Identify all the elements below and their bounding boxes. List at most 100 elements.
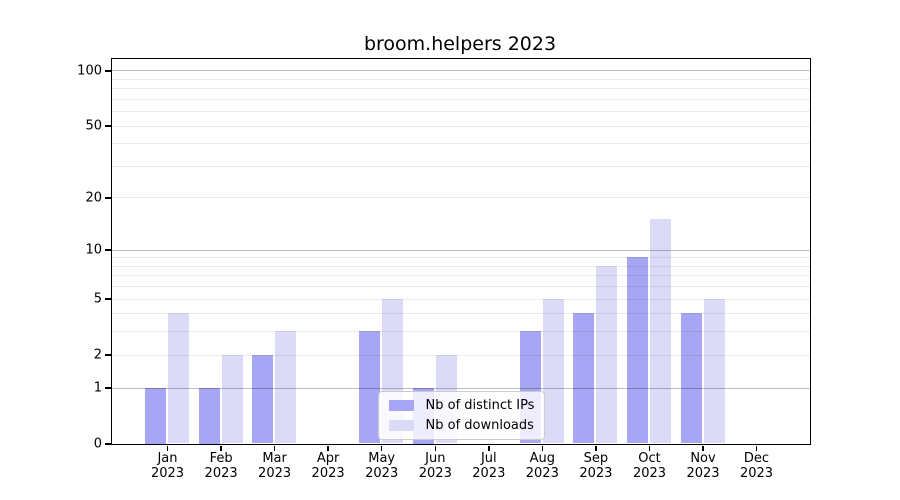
y-tick-mark (104, 443, 111, 445)
y-tick-mark (104, 125, 111, 127)
x-tick-label-line: Apr (316, 451, 340, 466)
x-tick-mark (327, 445, 329, 451)
gridline-y-60 (111, 111, 810, 113)
legend-item-distinct-ips: Nb of distinct IPs (388, 397, 535, 413)
x-tick-label-line: Nov (690, 451, 716, 466)
y-tick-label-1: 1 (93, 380, 102, 396)
x-tick-mark (220, 445, 222, 451)
y-tick-label-5: 5 (93, 291, 102, 307)
bar-distinct-ips-sep (573, 313, 595, 444)
gridline-y-1 (111, 387, 810, 389)
gridline-y-70 (111, 98, 810, 100)
x-tick-label-line: 2023 (525, 466, 559, 481)
x-tick-label-may: May 2023 (365, 451, 398, 481)
bar-distinct-ips-oct (627, 257, 648, 444)
y-tick-label-20: 20 (85, 190, 102, 206)
x-tick-label-line: 2023 (150, 466, 185, 481)
x-tick-label-line: 2023 (258, 466, 292, 481)
legend-label-distinct-ips: Nb of distinct IPs (425, 397, 535, 413)
x-tick-mark (595, 445, 597, 451)
x-tick-label-line: Aug (529, 451, 555, 466)
x-tick-mark (380, 445, 383, 451)
gridline-y-50 (111, 125, 810, 127)
x-tick-mark (755, 445, 758, 451)
x-tick-label-line: Jan (157, 451, 178, 466)
x-tick-mark (166, 445, 169, 451)
gridline-y-5 (111, 298, 810, 300)
x-tick-label-line: Jun (425, 451, 446, 466)
gridline-y-90 (111, 78, 810, 80)
bar-distinct-ips-jan (145, 387, 166, 444)
x-tick-label-line: 2023 (686, 466, 720, 481)
gridline-y-10 (111, 249, 810, 251)
x-tick-mark (702, 445, 704, 451)
x-tick-label-line: 2023 (739, 466, 774, 481)
x-tick-label-line: 2023 (632, 466, 667, 481)
gridline-y-6 (111, 286, 810, 288)
x-tick-label-line: Oct (638, 451, 661, 466)
y-tick-label-0: 0 (93, 436, 102, 452)
y-tick-mark (104, 70, 111, 72)
gridline-y-8 (111, 265, 810, 267)
y-tick-mark (104, 387, 111, 389)
x-tick-label-line: 2023 (579, 466, 613, 481)
legend-label-downloads: Nb of downloads (425, 417, 534, 433)
x-tick-label-line: Jul (480, 451, 497, 466)
y-tick-label-50: 50 (85, 118, 102, 134)
gridline-y-9 (111, 257, 810, 259)
x-tick-mark (541, 445, 544, 451)
x-tick-label-line: May (368, 451, 396, 466)
x-tick-label-mar: Mar 2023 (258, 451, 291, 481)
bar-distinct-ips-may (359, 331, 381, 444)
bar-downloads-oct (650, 219, 671, 444)
x-tick-label-line: 2023 (204, 466, 238, 481)
x-tick-mark (434, 445, 436, 451)
gridline-y-40 (111, 143, 810, 145)
y-tick-mark (104, 197, 111, 199)
x-tick-label-aug: Aug 2023 (526, 451, 559, 481)
y-tick-label-100: 100 (77, 63, 102, 79)
y-tick-mark (104, 354, 111, 356)
bar-downloads-feb (221, 354, 243, 444)
x-tick-label-line: 2023 (418, 466, 452, 481)
x-tick-label-line: Dec (743, 451, 770, 466)
bar-downloads-nov (703, 298, 725, 444)
gridline-y-100 (111, 70, 810, 72)
x-tick-label-nov: Nov 2023 (686, 451, 719, 481)
x-tick-label-line: Sep (583, 451, 609, 466)
y-tick-mark (104, 298, 111, 300)
x-tick-label-line: 2023 (365, 466, 399, 481)
y-tick-mark (104, 249, 111, 251)
gridline-y-80 (111, 88, 810, 90)
x-tick-label-dec: Dec 2023 (740, 451, 773, 481)
x-tick-label-line: Mar (262, 451, 287, 466)
x-tick-label-jul: Jul 2023 (472, 451, 505, 481)
x-tick-label-jun: Jun 2023 (419, 451, 452, 481)
legend-swatch-distinct-ips (388, 399, 414, 411)
bar-distinct-ips-nov (680, 313, 702, 444)
bar-distinct-ips-mar (252, 354, 274, 444)
x-tick-label-feb: Feb 2023 (205, 451, 238, 481)
gridline-y-4 (111, 313, 810, 315)
plot-area: Nb of distinct IPs Nb of downloads (110, 57, 811, 445)
x-tick-label-line: Feb (209, 451, 233, 466)
x-tick-label-jan: Jan 2023 (151, 451, 184, 481)
gridline-y-20 (111, 197, 810, 199)
x-tick-label-sep: Sep 2023 (579, 451, 612, 481)
bar-distinct-ips-feb (198, 387, 220, 444)
bar-downloads-jan (168, 313, 189, 444)
gridline-y-2 (111, 354, 810, 356)
bar-downloads-sep (596, 265, 618, 444)
x-tick-mark (488, 445, 490, 451)
legend-item-downloads: Nb of downloads (388, 417, 535, 433)
x-tick-mark (273, 445, 276, 451)
bar-downloads-aug (542, 298, 564, 444)
x-tick-label-line: 2023 (472, 466, 506, 481)
bar-downloads-mar (275, 331, 297, 444)
y-tick-label-2: 2 (93, 347, 102, 363)
legend-swatch-downloads (388, 419, 414, 431)
gridline-y-7 (111, 275, 810, 277)
gridline-y-3 (111, 331, 810, 333)
legend: Nb of distinct IPs Nb of downloads (377, 390, 546, 440)
